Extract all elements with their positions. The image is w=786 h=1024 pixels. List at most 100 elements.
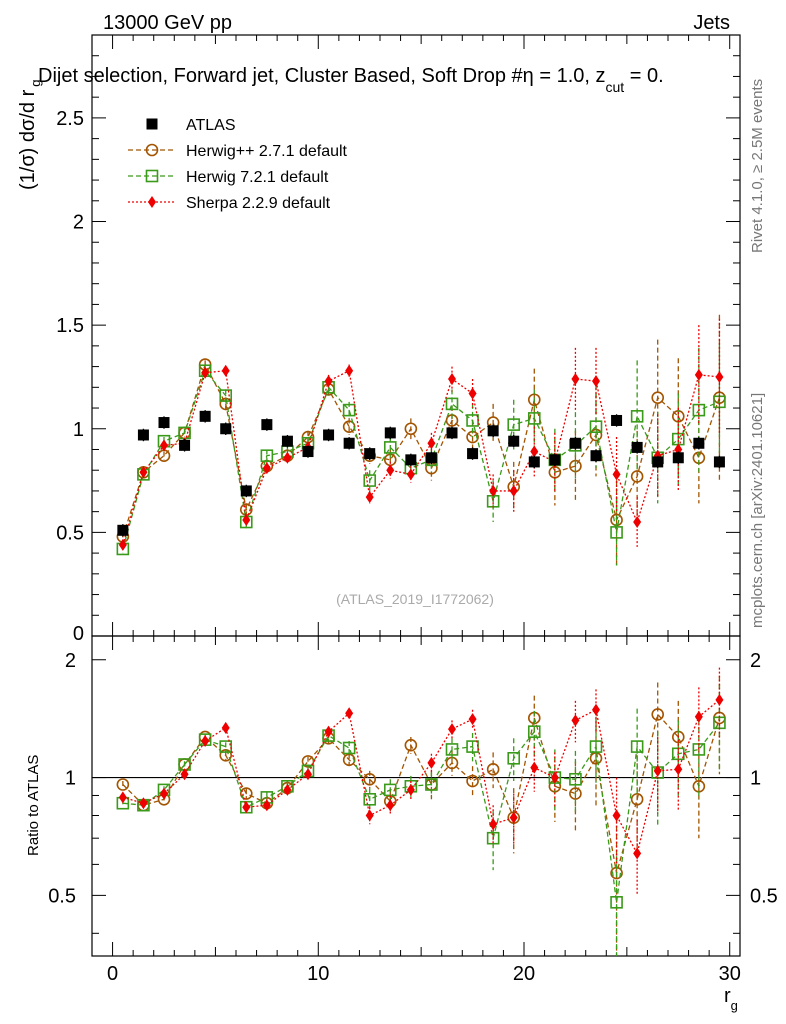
main-sherpa-2-2-9-default-point xyxy=(468,387,477,400)
main-atlas-point xyxy=(384,427,396,439)
y-axis-label: (1/σ) dσ/d rg xyxy=(17,80,43,191)
ratio-sherpa-2-2-9-default-point xyxy=(160,787,168,800)
ratio-sherpa-2-2-9-default-point xyxy=(118,791,127,804)
main-sherpa-2-2-9-default-point xyxy=(118,538,127,551)
energy-label: 13000 GeV pp xyxy=(103,12,232,34)
ratio-series-group xyxy=(116,667,726,956)
x-tick-label: 0 xyxy=(107,963,118,985)
main-series-group xyxy=(116,314,726,568)
main-sherpa-2-2-9-default-point xyxy=(345,364,354,377)
x-tick-label: 20 xyxy=(513,963,535,985)
main-atlas-point xyxy=(549,454,561,466)
ratio-herwig-7-2-1-default-point xyxy=(363,792,377,806)
ratio-sherpa-2-2-9-default-point xyxy=(139,797,148,810)
ratio-sherpa-2-2-9-default-point xyxy=(180,768,189,781)
main-atlas-series xyxy=(117,410,725,537)
main-herwig-2-7-1-default-point xyxy=(651,391,665,404)
ratio-sherpa-2-2-9-default-point xyxy=(633,847,642,860)
main-sherpa-2-2-9-default-point xyxy=(160,439,168,452)
ratio-sherpa-2-2-9-default-point xyxy=(448,723,456,736)
main-atlas-point xyxy=(631,441,643,453)
ratio-y-tick-label: 0.5 xyxy=(48,885,76,907)
ratio-herwig-7-2-1-default-point xyxy=(486,831,500,845)
ratio-sherpa-2-2-9-default-point xyxy=(653,764,662,777)
ratio-sherpa-2-2-9-default-point xyxy=(427,756,436,769)
ratio-sherpa-2-2-9-default-point xyxy=(365,809,374,822)
ratio-y-tick-label: 1 xyxy=(65,768,76,790)
ratio-sherpa-2-2-9-default-point xyxy=(530,761,539,774)
main-herwig-7-2-1-default-point xyxy=(630,410,644,423)
legend: ATLAS Herwig++ 2.7.1 default Herwig 7.2.1 … xyxy=(128,117,348,212)
ratio-sherpa-2-2-9-default-point xyxy=(324,725,333,738)
ratio-herwig-2-7-1-default-line xyxy=(122,713,721,874)
ratio-y-tick-label: 2 xyxy=(65,650,76,672)
title-subscript: cut xyxy=(606,79,625,95)
ratio-sherpa-2-2-9-default-point xyxy=(674,763,683,776)
main-sherpa-2-2-9-default-point xyxy=(530,445,539,458)
main-atlas-point xyxy=(281,435,293,447)
main-atlas-point xyxy=(713,456,725,468)
ratio-sherpa-2-2-9-default-point xyxy=(221,721,230,734)
y-tick-label: 1.5 xyxy=(56,315,84,337)
main-atlas-point xyxy=(467,448,479,460)
main-sherpa-2-2-9-default-series xyxy=(118,318,724,551)
main-herwig-7-2-1-default-point xyxy=(692,403,706,417)
main-atlas-point xyxy=(261,419,273,431)
x-tick-label: 10 xyxy=(307,963,329,985)
ratio-herwig-7-2-1-default-point xyxy=(589,740,603,753)
ratio-sherpa-2-2-9-default-point xyxy=(489,818,498,831)
ratio-sherpa-2-2-9-default-point xyxy=(242,801,251,814)
main-atlas-point xyxy=(158,417,170,429)
analysis-label: (ATLAS_2019_I1772062) xyxy=(336,591,494,607)
main-herwig-7-2-1-default-point xyxy=(363,474,377,487)
main-sherpa-2-2-9-default-point xyxy=(386,464,395,477)
main-atlas-point xyxy=(117,524,129,536)
main-sherpa-2-2-9-default-point xyxy=(221,364,230,377)
main-atlas-point xyxy=(240,485,252,497)
ratio-sherpa-2-2-9-default-point xyxy=(406,783,415,796)
ratio-herwig-7-2-1-default-point xyxy=(383,783,397,797)
ratio-herwig-7-2-1-default-point xyxy=(569,772,582,786)
main-atlas-point xyxy=(652,456,664,468)
main-sherpa-2-2-9-default-point xyxy=(509,484,518,497)
main-herwig-2-7-1-default-point xyxy=(404,422,418,436)
main-sherpa-2-2-9-default-point xyxy=(262,462,271,475)
ratio-herwig-2-7-1-default-point xyxy=(342,753,356,767)
main-atlas-point xyxy=(425,452,437,464)
ratio-sherpa-2-2-9-default-point xyxy=(345,707,354,720)
legend-marker xyxy=(145,143,159,157)
ratio-sherpa-2-2-9-default-point xyxy=(571,714,580,727)
ratio-herwig-7-2-1-default-point xyxy=(630,740,644,753)
main-atlas-point xyxy=(693,437,705,449)
ratio-herwig-2-7-1-default-point xyxy=(116,778,130,791)
ratio-sherpa-2-2-9-default-point xyxy=(283,783,292,796)
ratio-herwig-7-2-1-default-point xyxy=(342,741,356,755)
ratio-herwig-7-2-1-default-point xyxy=(425,778,438,791)
ratio-herwig-7-2-1-default-point xyxy=(527,725,541,738)
x-tick-label: 30 xyxy=(719,963,741,985)
ratio-sherpa-2-2-9-default-point xyxy=(612,809,621,822)
main-atlas-point xyxy=(323,429,335,441)
ratio-y-axis-label: Ratio to ATLAS xyxy=(25,755,42,856)
main-sherpa-2-2-9-default-point xyxy=(365,491,374,504)
main-atlas-point xyxy=(137,429,149,441)
main-sherpa-2-2-9-default-point xyxy=(324,375,333,388)
main-sherpa-2-2-9-default-point xyxy=(694,368,703,381)
ratio-sherpa-2-2-9-default-point xyxy=(468,713,477,726)
ratio-herwig-2-7-1-default-point xyxy=(239,787,253,800)
ratio-sherpa-2-2-9-default-point xyxy=(304,768,312,781)
main-sherpa-2-2-9-default-point xyxy=(489,484,498,497)
title-eta: η xyxy=(523,65,534,87)
main-sherpa-2-2-9-default-point xyxy=(715,370,724,383)
main-sherpa-2-2-9-default-point xyxy=(633,516,642,529)
main-herwig-7-2-1-default-point xyxy=(260,449,274,463)
main-atlas-point xyxy=(179,439,191,451)
ratio-herwig-7-2-1-default-line xyxy=(122,722,720,903)
main-atlas-point xyxy=(590,450,602,462)
ratio-sherpa-2-2-9-default-line xyxy=(122,699,720,856)
main-atlas-point xyxy=(487,425,499,437)
rivet-label: Rivet 4.1.0, ≥ 2.5M events xyxy=(749,79,766,253)
main-herwig-2-7-1-default-line xyxy=(122,362,721,537)
main-herwig-2-7-1-default-series xyxy=(116,314,726,568)
legend-label: Herwig++ 2.7.1 default xyxy=(186,143,348,160)
